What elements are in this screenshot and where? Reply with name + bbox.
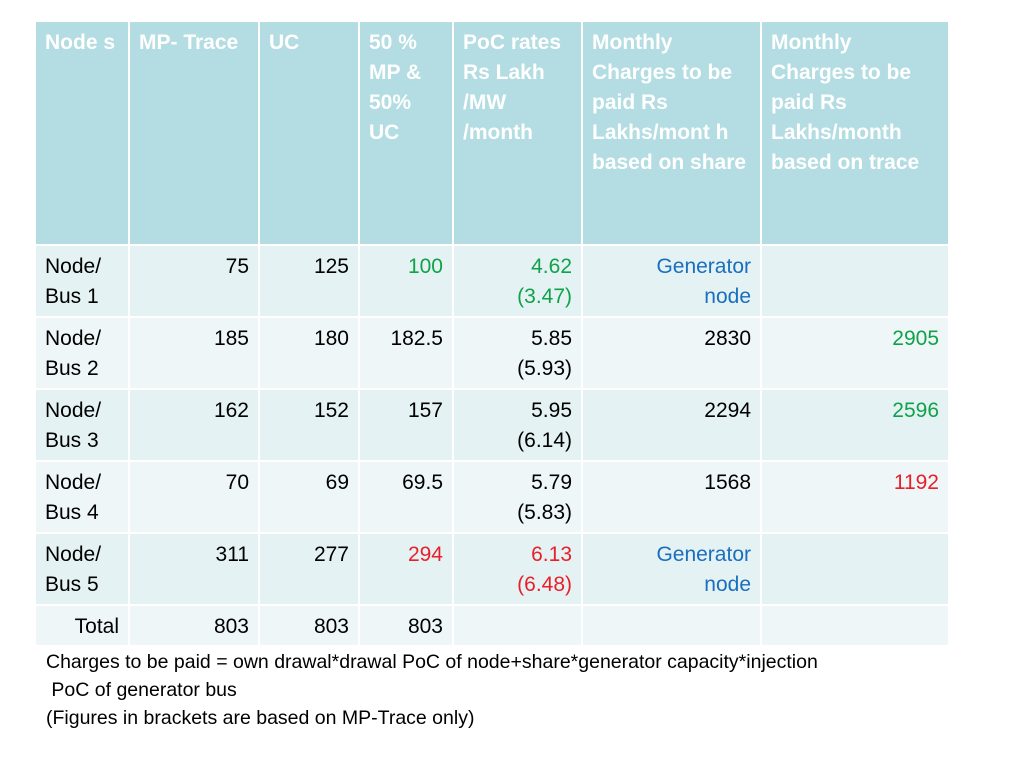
node-cell: Node/Bus 2 xyxy=(34,316,130,390)
average-cell: 69.5 xyxy=(358,460,454,534)
share-cell: 2294 xyxy=(581,388,762,462)
header-uc: UC xyxy=(258,20,360,246)
header-mp-trace: MP- Trace xyxy=(128,20,260,246)
header-charges-trace: Monthly Charges to be paid Rs Lakhs/mont… xyxy=(760,20,950,246)
poc-cell: 6.13 (6.48) xyxy=(452,532,583,606)
average-cell: 182.5 xyxy=(358,316,454,390)
average-cell: 294 xyxy=(358,532,454,606)
share-cell: Generator node xyxy=(581,532,762,606)
share-cell: 2830 xyxy=(581,316,762,390)
header-poc-rates: PoC rates Rs Lakh /MW /month xyxy=(452,20,583,246)
total-label: Total xyxy=(34,604,130,647)
total-poc-empty xyxy=(452,604,583,647)
uc-cell: 125 xyxy=(258,244,360,318)
poc-cell: 4.62 (3.47) xyxy=(452,244,583,318)
total-row: Total 803 803 803 xyxy=(34,604,950,647)
trace-cell: 2596 xyxy=(760,388,950,462)
uc-cell: 152 xyxy=(258,388,360,462)
share-cell: 1568 xyxy=(581,460,762,534)
total-uc: 803 xyxy=(258,604,360,647)
node-cell: Node/Bus 5 xyxy=(34,532,130,606)
bracket-note: (Figures in brackets are based on MP-Tra… xyxy=(46,707,475,729)
header-charges-share: Monthly Charges to be paid Rs Lakhs/mont… xyxy=(581,20,762,246)
uc-cell: 180 xyxy=(258,316,360,390)
total-share-empty xyxy=(581,604,762,647)
table-row: Node/Bus 3 162 152 157 5.95 (6.14) 2294 2… xyxy=(34,388,950,462)
total-average: 803 xyxy=(358,604,454,647)
mp-trace-cell: 162 xyxy=(128,388,260,462)
uc-cell: 69 xyxy=(258,460,360,534)
poc-cell: 5.79 (5.83) xyxy=(452,460,583,534)
total-mp-trace: 803 xyxy=(128,604,260,647)
mp-trace-cell: 185 xyxy=(128,316,260,390)
mp-trace-cell: 75 xyxy=(128,244,260,318)
trace-cell: 1192 xyxy=(760,460,950,534)
poc-cell: 5.85 (5.93) xyxy=(452,316,583,390)
header-nodes: Node s xyxy=(34,20,130,246)
formula-note: Charges to be paid = own drawal*drawal P… xyxy=(46,651,818,673)
trace-cell: 2905 xyxy=(760,316,950,390)
table-header-row: Node s MP- Trace UC 50 % MP & 50% UC PoC… xyxy=(34,20,950,246)
table-row: Node/Bus 5 311 277 294 6.13 (6.48) Genera… xyxy=(34,532,950,606)
average-cell: 157 xyxy=(358,388,454,462)
total-trace-empty xyxy=(760,604,950,647)
node-cell: Node/Bus 4 xyxy=(34,460,130,534)
poc-cell: 5.95 (6.14) xyxy=(452,388,583,462)
mp-trace-cell: 70 xyxy=(128,460,260,534)
table-row: Node/Bus 2 185 180 182.5 5.85 (5.93) 2830… xyxy=(34,316,950,390)
uc-cell: 277 xyxy=(258,532,360,606)
mp-trace-cell: 311 xyxy=(128,532,260,606)
table-row: Node/Bus 1 75 125 100 4.62 (3.47) Generat… xyxy=(34,244,950,318)
node-cell: Node/Bus 3 xyxy=(34,388,130,462)
header-average: 50 % MP & 50% UC xyxy=(358,20,454,246)
table-row: Node/Bus 4 70 69 69.5 5.79 (5.83) 1568 11… xyxy=(34,460,950,534)
average-cell: 100 xyxy=(358,244,454,318)
trace-cell xyxy=(760,244,950,318)
share-cell: Generator node xyxy=(581,244,762,318)
trace-cell xyxy=(760,532,950,606)
formula-note-continuation: PoC of generator bus xyxy=(46,679,237,701)
poc-charges-table: Node s MP- Trace UC 50 % MP & 50% UC PoC… xyxy=(34,20,950,647)
footnotes: Charges to be paid = own drawal*drawal P… xyxy=(46,648,1021,732)
node-cell: Node/Bus 1 xyxy=(34,244,130,318)
